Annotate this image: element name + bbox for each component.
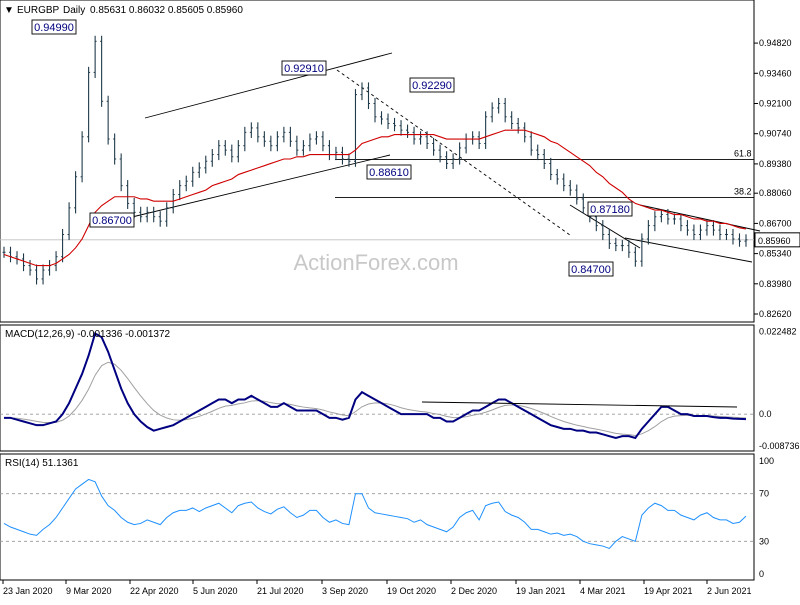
x-tick-label: 19 Oct 2020: [387, 586, 436, 596]
price-tick-label: 0.85340: [759, 249, 792, 259]
macd-panel-frame: [0, 324, 755, 452]
annotation-box: [409, 77, 455, 93]
price-tick-label: 0.89380: [759, 159, 792, 169]
upper-channel-line: [144, 52, 393, 119]
x-tick-label: 9 Mar 2020: [66, 586, 112, 596]
x-tick-label: 19 Apr 2021: [644, 586, 693, 596]
annotation-label: 0.88610: [369, 167, 409, 179]
price-axis: 0.94820 0.93460 0.92100 0.90740 0.89380 0.880…: [754, 38, 800, 319]
macd-tick-label: -0.008736: [759, 441, 800, 451]
annotation-label: 0.84700: [571, 264, 611, 276]
header-symbol: EURGBP: [17, 5, 60, 16]
annotation-box: [281, 60, 327, 76]
price-tick-label: 0.88060: [759, 188, 792, 198]
rsi-tick-label: 70: [759, 489, 769, 499]
rsi-line: [3, 478, 747, 550]
header-values: 0.85631 0.86032 0.85605 0.85960: [90, 5, 243, 16]
macd-tick-label: 0.022482: [759, 327, 797, 337]
current-price-label: 0.85960: [758, 236, 791, 246]
fib-level-label: 38.2: [734, 186, 752, 196]
rsi-tick-label: 100: [759, 456, 774, 466]
price-tick-label: 0.94820: [759, 38, 792, 48]
x-tick-label: 19 Jan 2021: [516, 586, 566, 596]
annotation-box: [89, 212, 135, 228]
price-tick-label: 0.90740: [759, 129, 792, 139]
annotation-box: [366, 164, 412, 180]
ema-line: [3, 129, 747, 267]
x-axis: 23 Jan 2020 9 Mar 2020 22 Apr 2020 5 Jun 20…: [2, 580, 752, 596]
price-header: ▼ EURGBP Daily 0.85631 0.86032 0.85605 0…: [4, 5, 243, 16]
annotation-box: [568, 261, 614, 277]
macd-tick-label: 0.0: [759, 409, 772, 419]
price-tick-label: 0.92100: [759, 98, 792, 108]
header-timeframe: Daily: [63, 5, 85, 16]
fib-level-label: 61.8: [734, 148, 752, 158]
trend-channels: [131, 52, 761, 263]
ema-series-line: [3, 129, 747, 267]
annotation-box: [587, 201, 633, 217]
macd-main-line: [4, 332, 747, 440]
x-tick-label: 3 Sep 2020: [322, 586, 368, 596]
rsi-title: RSI(14) 51.1361: [5, 458, 79, 469]
price-grid: 61.8 38.2: [0, 148, 754, 241]
price-bars: [2, 35, 748, 285]
macd-trendline: [421, 401, 738, 408]
macd-title: MACD(12,26,9) -0.001336 -0.001372: [5, 329, 171, 340]
price-tick-label: 0.82620: [759, 309, 792, 319]
price-annotations: 0.94990 0.92910 0.92290 0.88610 0.86700 0.871…: [31, 19, 633, 277]
flag-upper-line: [639, 204, 761, 232]
watermark: ActionForex.com: [293, 250, 458, 275]
price-tick-label: 0.86700: [759, 218, 792, 228]
rsi-layer: 100 70 30 0: [0, 456, 774, 579]
flag-lower-line: [624, 237, 753, 263]
lower-channel-line: [131, 154, 391, 218]
rsi-tick-label: 30: [759, 536, 769, 546]
rsi-panel-frame: [0, 453, 755, 581]
annotation-label: 0.86700: [92, 215, 132, 227]
x-tick-label: 23 Jan 2020: [3, 586, 53, 596]
macd-layer: 0.022482 0.0 -0.008736: [0, 327, 800, 451]
rsi-tick-label: 0: [759, 569, 764, 579]
price-panel-frame: [0, 0, 755, 323]
x-tick-label: 2 Dec 2020: [451, 586, 497, 596]
annotation-label: 0.94990: [34, 22, 74, 34]
x-tick-label: 2 Jun 2021: [707, 586, 752, 596]
annotation-box: [31, 19, 77, 35]
x-tick-label: 4 Mar 2021: [580, 586, 626, 596]
header-arrow: ▼: [4, 5, 14, 16]
annotation-label: 0.92910: [284, 63, 324, 75]
macd-signal-line: [4, 361, 747, 436]
x-tick-label: 22 Apr 2020: [130, 586, 179, 596]
annotation-label: 0.87180: [590, 204, 630, 216]
price-tick-label: 0.93460: [759, 68, 792, 78]
x-tick-label: 21 Jul 2020: [257, 586, 304, 596]
current-price-box: [754, 232, 800, 248]
annotation-label: 0.92290: [412, 80, 452, 92]
x-tick-label: 5 Jun 2020: [193, 586, 238, 596]
price-tick-label: 0.83980: [759, 279, 792, 289]
